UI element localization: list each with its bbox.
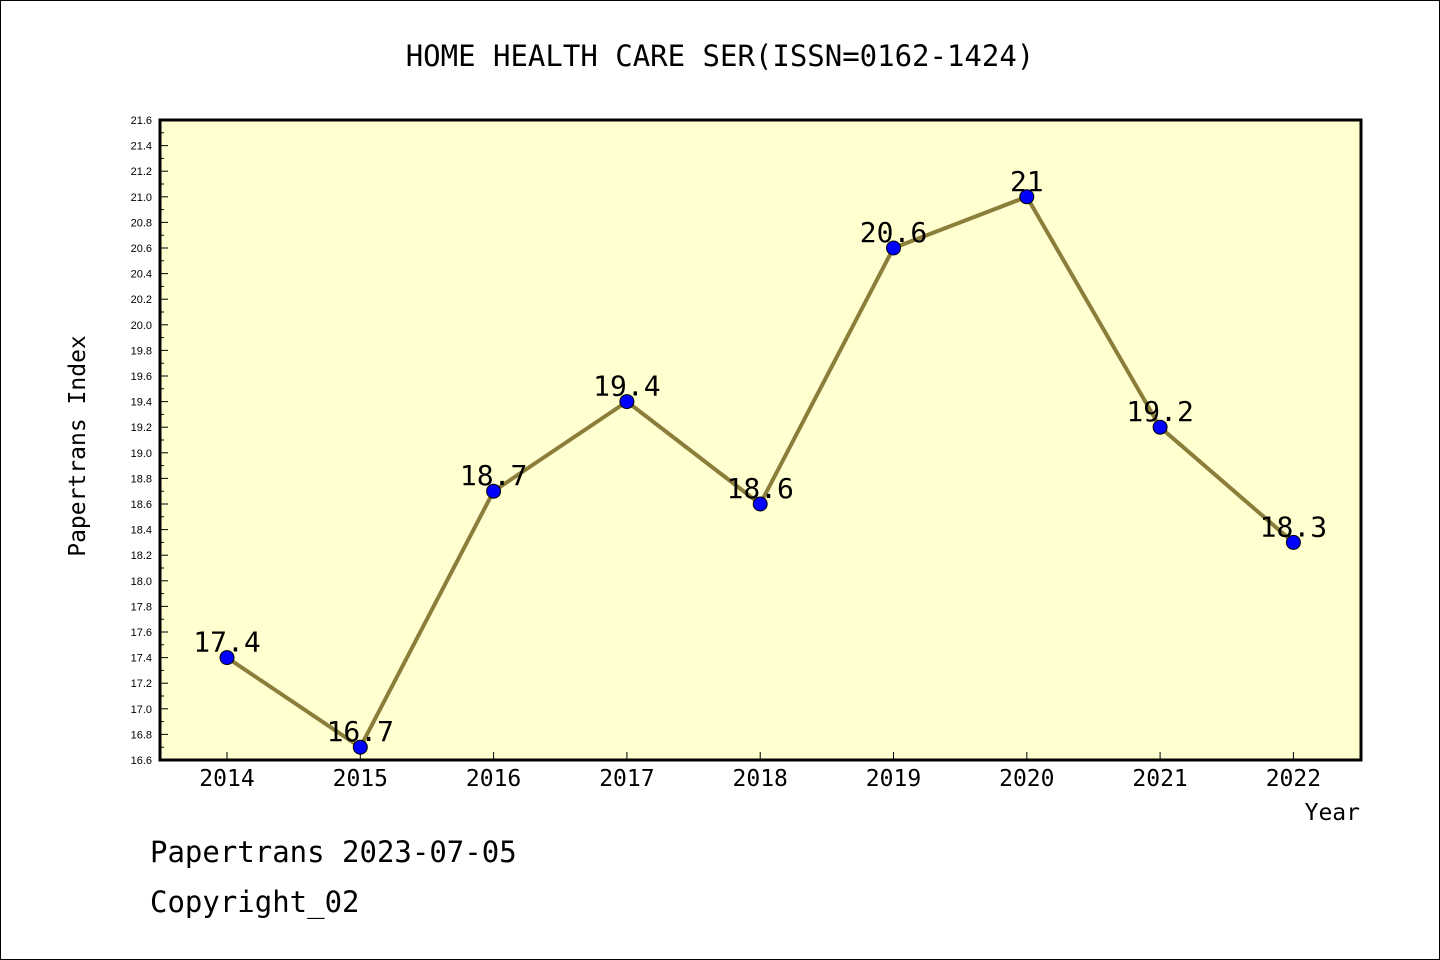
y-tick-label: 20.8 [131, 217, 152, 229]
data-point [1152, 419, 1168, 435]
y-tick-label: 17.2 [131, 678, 152, 690]
data-point [486, 483, 502, 499]
y-tick-label: 17.8 [131, 601, 152, 613]
plot-area [158, 118, 1363, 762]
data-point [619, 394, 635, 410]
data-point [352, 739, 368, 755]
y-tick-label: 18.0 [131, 576, 152, 588]
y-tick-label: 19.0 [131, 448, 152, 460]
data-point [886, 240, 901, 256]
y-axis-ticks: 16.6 16.8 17.0 17.2 17.4 17.6 17.8 18.0 18.2 18.4… [131, 115, 168, 767]
data-label: 19.2 [1126, 395, 1193, 428]
x-tick-label: 2020 [999, 766, 1054, 792]
data-labels: 17.4 16.7 18.7 19.4 18.6 20.6 21 19.2 18.3 [193, 165, 1327, 748]
y-tick-label: 16.8 [131, 729, 152, 741]
data-label: 17.4 [193, 626, 260, 659]
y-tick-label: 18.8 [131, 473, 152, 485]
data-label: 18.6 [726, 472, 793, 505]
data-point [1285, 534, 1301, 550]
data-label: 19.4 [593, 370, 660, 403]
y-tick-label: 21.6 [131, 115, 152, 127]
data-label: 20.6 [860, 216, 927, 249]
data-point [1019, 189, 1035, 205]
y-tick-label: 20.2 [131, 294, 152, 306]
y-tick-label: 19.4 [131, 397, 152, 409]
data-point [752, 496, 768, 512]
x-tick-label: 2019 [866, 766, 921, 792]
x-axis-ticks: 2014 2015 2016 2017 2018 2019 2020 2021 2022 [199, 752, 1321, 792]
y-tick-label: 18.2 [131, 550, 152, 562]
y-tick-label: 19.8 [131, 345, 152, 357]
x-tick-label: 2021 [1132, 766, 1187, 792]
y-tick-label: 21.2 [131, 166, 152, 178]
data-points [219, 189, 1301, 755]
x-tick-label: 2017 [599, 766, 654, 792]
data-label: 18.3 [1260, 510, 1327, 543]
y-tick-label: 21.0 [131, 192, 152, 204]
data-point [219, 650, 235, 666]
y-tick-label: 21.4 [131, 141, 152, 153]
y-tick-label: 18.6 [131, 499, 152, 511]
y-tick-label: 19.6 [131, 371, 152, 383]
x-tick-label: 2016 [466, 766, 521, 792]
footer-date: Papertrans 2023-07-05 [150, 835, 517, 869]
y-tick-label: 16.6 [131, 755, 152, 767]
footer-copyright: Copyright_02 [150, 885, 360, 919]
x-tick-label: 2018 [733, 766, 788, 792]
y-tick-label: 19.2 [131, 422, 152, 434]
x-tick-label: 2015 [333, 766, 388, 792]
x-tick-label: 2022 [1266, 766, 1321, 792]
y-tick-label: 17.6 [131, 627, 152, 639]
y-tick-label: 20.0 [131, 320, 152, 332]
y-tick-label: 18.4 [131, 525, 152, 537]
y-tick-label: 20.4 [131, 269, 152, 281]
chart-title: HOME HEALTH CARE SER(ISSN=0162-1424) [406, 39, 1035, 73]
y-tick-label: 20.6 [131, 243, 152, 255]
data-label: 18.7 [460, 459, 527, 492]
y-tick-label: 17.0 [131, 704, 152, 716]
x-axis-label: Year [1305, 800, 1360, 826]
y-axis-label: Papertrans Index [65, 335, 91, 557]
y-tick-label: 17.4 [131, 653, 152, 665]
x-tick-label: 2014 [199, 766, 254, 792]
data-label: 21 [1010, 165, 1044, 198]
data-label: 16.7 [327, 715, 394, 748]
